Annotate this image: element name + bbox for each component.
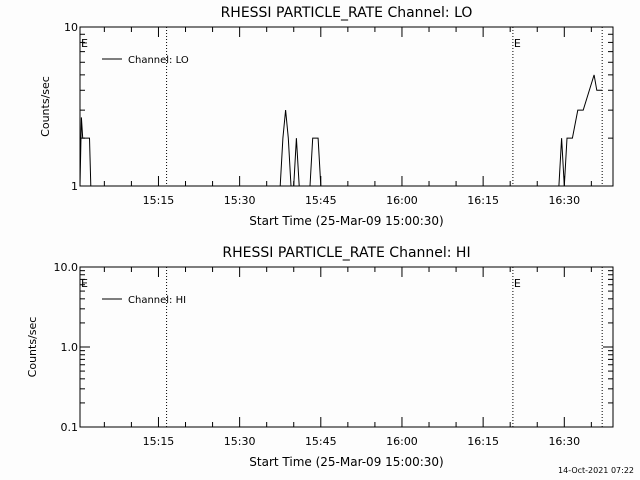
panel-1-y-tick-label: 10 (64, 21, 78, 34)
panel-1-title: RHESSI PARTICLE_RATE Channel: LO (221, 5, 473, 21)
panel-2-title: RHESSI PARTICLE_RATE Channel: HI (222, 245, 470, 261)
panel-1-plot-frame (79, 26, 614, 187)
panel-1-legend-label: Channel: LO (128, 55, 189, 66)
panel-2-x-tick-label: 16:15 (467, 435, 499, 448)
panel-2-y-tick-label: 10.0 (54, 261, 79, 274)
panel-1-x-tick-label: 16:00 (386, 194, 418, 207)
panel-1-event-marker-label: E (81, 37, 88, 50)
panel-2-x-tick-label: 15:15 (143, 435, 175, 448)
panel-2-y-tick-label: 0.1 (61, 421, 79, 434)
panel-1-x-tick-label: 15:45 (305, 194, 337, 207)
panel-2-x-tick-label: 15:30 (224, 435, 256, 448)
panel-1-x-tick-label: 16:15 (467, 194, 499, 207)
panel-1-x-tick-label: 15:15 (143, 194, 175, 207)
panel-2-x-tick-label: 16:00 (386, 435, 418, 448)
panel-1-x-tick-label: 15:30 (224, 194, 256, 207)
panel-1-x-tick-label: 16:30 (548, 194, 580, 207)
panel-2-x-tick-label: 16:30 (548, 435, 580, 448)
panel-2-event-marker-label: E (81, 277, 88, 290)
panel-2-event-marker-label: E (514, 277, 521, 290)
panel-1-x-axis-label: Start Time (25-Mar-09 15:00:30) (249, 214, 443, 228)
panel-2-y-tick-label: 1.0 (61, 341, 79, 354)
panel-2-x-axis-label: Start Time (25-Mar-09 15:00:30) (249, 455, 443, 469)
panel-2-y-axis-label: Counts/sec (26, 317, 39, 378)
panel-1-event-marker-label: E (514, 37, 521, 50)
render-timestamp: 14-Oct-2021 07:22 (558, 466, 634, 475)
panel-1-series-line (79, 74, 603, 187)
panel-1-y-tick-label: 1 (71, 180, 78, 193)
panel-2-plot-frame (79, 266, 614, 428)
panel-1-y-axis-label: Counts/sec (39, 76, 52, 137)
panel-2-x-tick-label: 15:45 (305, 435, 337, 448)
panel-2-legend-label: Channel: HI (128, 295, 186, 306)
